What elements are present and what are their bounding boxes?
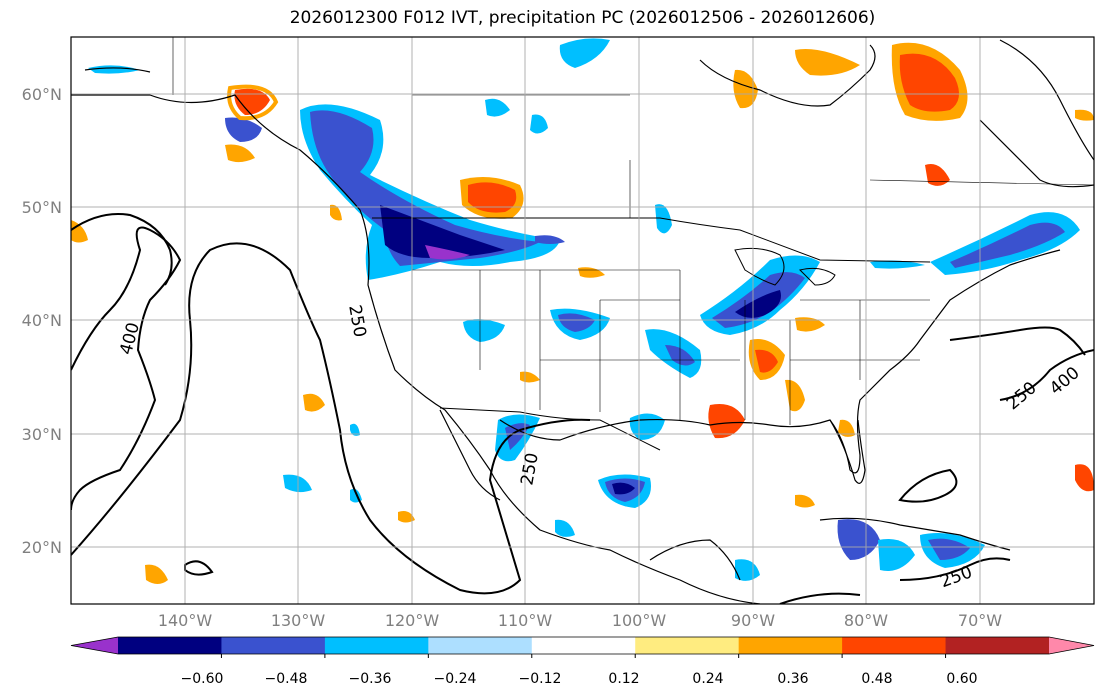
ivt-contour-250-pnw [71,213,173,286]
lon-label: 90°W [731,611,775,630]
lon-label: 120°W [385,611,440,630]
colorbar-tick-label: −0.12 [519,671,562,687]
yucatan [649,539,741,581]
lat-label: 30°N [22,425,62,444]
colorbar-tick-label: 0.12 [608,671,639,687]
lat-label: 60°N [22,85,62,104]
lat-label: 40°N [22,311,62,330]
coastlines-and-borders [71,39,1094,604]
colorbar-segment [531,637,636,654]
us-mexico-border [439,407,661,451]
lon-label: 80°W [844,611,888,630]
colorbar-segment [324,637,429,654]
lon-label: 70°W [958,611,1002,630]
colorbar-segment [738,637,843,654]
alaska-coast [71,67,151,96]
colorbar-extend-min [71,637,118,654]
longitude-labels: 140°W 130°W 120°W 110°W 100°W 90°W 80°W … [158,611,1002,630]
colorbar-ticks: −0.60 −0.48 −0.36 −0.24 −0.12 0.12 0.24 … [181,671,978,687]
colorbar-outline [70,636,1095,655]
colorbar-segment [221,637,326,654]
lon-label: 110°W [498,611,553,630]
colorbar-tick-label: 0.60 [946,671,977,687]
colorbar-tick-label: 0.48 [861,671,892,687]
colorbar-segment [118,637,222,654]
baja [439,409,501,501]
colorbar-tick-label: 0.24 [692,671,723,687]
colorbar-tick-label: 0.36 [777,671,808,687]
latitude-labels: 60°N 50°N 40°N 30°N 20°N [22,85,62,557]
ivt-contour-400-east [949,326,1086,356]
colorbar-segment [428,637,533,654]
florida [829,419,866,484]
colorbar [70,636,1095,658]
greenland-coast [999,39,1094,161]
colorbar-segment [945,637,1050,654]
lat-label: 20°N [22,538,62,557]
lat-label: 50°N [22,198,62,217]
gulf-coast [499,249,1061,474]
gridlines [71,37,1094,604]
great-lakes [734,247,785,286]
lon-label: 130°W [271,611,326,630]
hudson-bay [699,44,876,107]
ivt-contour-250-atlantic [999,349,1094,401]
map-frame [70,36,1095,605]
negative-anomaly-alaska [225,117,262,142]
chart-title: 2026012300 F012 IVT, precipitation PC (2… [289,8,876,28]
colorbar-segment [635,637,740,654]
colorbar-tick-label: −0.24 [434,671,477,687]
colorbar-segment [842,637,947,654]
caribbean-islands [819,517,1011,551]
ivt-contour-250-east [899,557,1011,581]
ivt-contours [71,213,1094,604]
lon-label: 100°W [612,611,667,630]
colorbar-tick-label: −0.36 [349,671,392,687]
us-canada-border [372,217,931,263]
lon-label: 140°W [158,611,213,630]
colorbar-tick-label: −0.60 [181,671,224,687]
labrador [979,119,1094,188]
precip-anomaly-fields [71,38,1094,584]
colorbar-extend-max [1049,637,1094,654]
ivt-contour-400-west [71,226,182,511]
colorbar-tick-label: −0.48 [265,671,308,687]
ivt-contour-250-west [71,242,591,595]
